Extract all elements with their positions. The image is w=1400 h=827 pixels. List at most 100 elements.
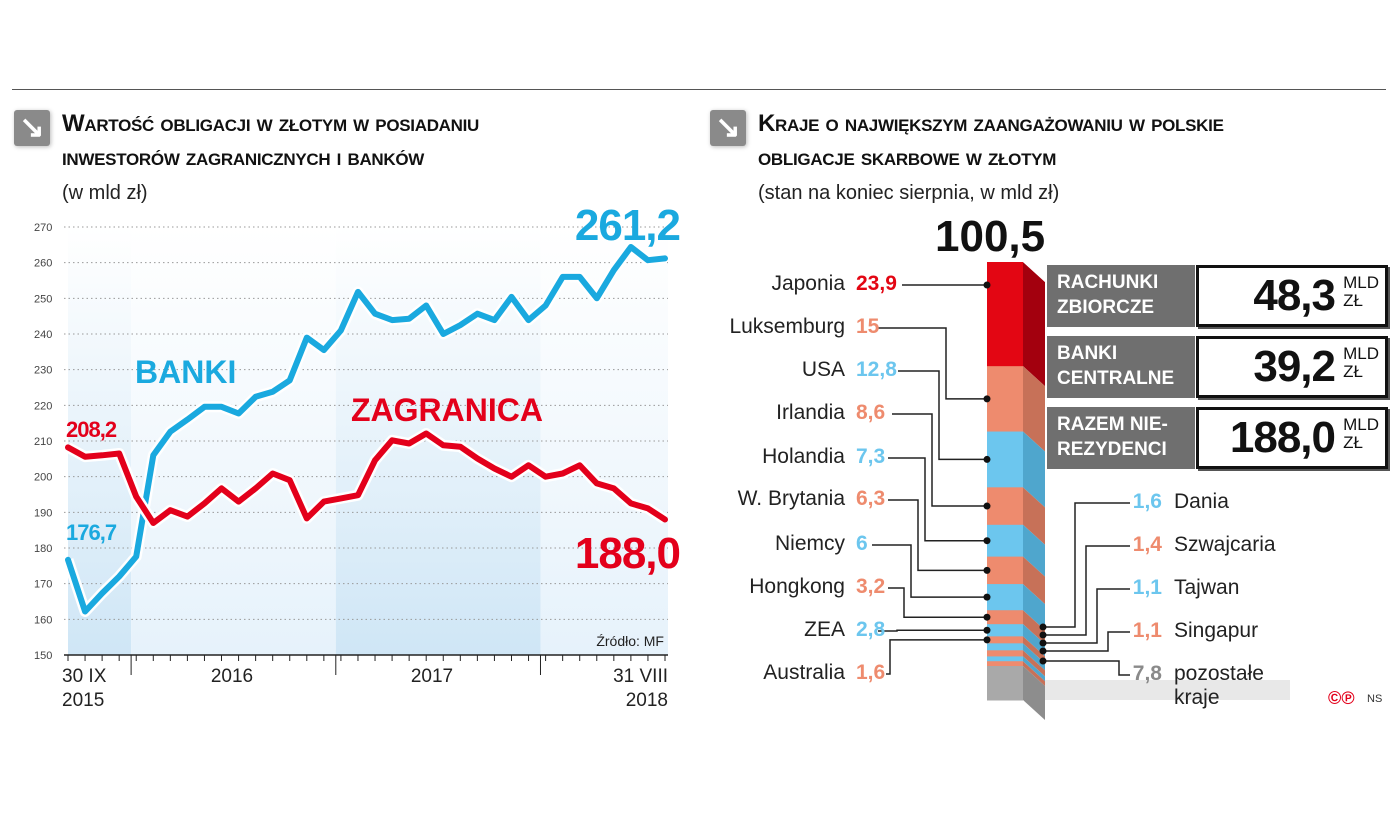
- leader-line: [886, 639, 987, 675]
- box-unit: ZŁ: [1343, 433, 1363, 452]
- x-tick-label: 31 VIII: [613, 666, 668, 687]
- bar-segment-side: [1023, 656, 1045, 682]
- leader-dot: [983, 626, 991, 634]
- box-label: BANKI: [1057, 343, 1118, 364]
- country-value: 6,3: [856, 487, 886, 510]
- bar-segment-side: [1023, 636, 1045, 664]
- country-label: Szwajcaria: [1174, 533, 1276, 556]
- bar-segment: [987, 656, 1023, 662]
- leader-dot: [983, 537, 991, 545]
- right-title-line1: Kraje o największym zaangażowaniu w pols…: [758, 110, 1224, 137]
- bar-segment: [987, 636, 1023, 644]
- arrow-down-right-icon: ↘: [14, 110, 50, 146]
- leader-dot: [983, 636, 991, 644]
- y-tick-label: 250: [34, 293, 52, 305]
- y-tick-label: 180: [34, 543, 52, 555]
- box-label: RAZEM NIE-: [1057, 414, 1168, 435]
- source-note: Źródło: MF: [596, 633, 664, 649]
- bar-segment-side: [1023, 584, 1045, 631]
- leader-line: [1043, 631, 1130, 652]
- country-label: Tajwan: [1174, 576, 1240, 599]
- y-tick-label: 240: [34, 329, 52, 341]
- leader-line: [892, 413, 987, 507]
- country-label: ZEA: [804, 618, 845, 641]
- leader-line: [888, 499, 987, 572]
- country-label: Hongkong: [749, 575, 845, 598]
- country-label: Holandia: [762, 445, 845, 468]
- bar-segment-side: [1023, 524, 1045, 577]
- country-label: Luksemburg: [729, 315, 845, 338]
- bar-segment: [987, 262, 1023, 367]
- country-value: 6: [856, 532, 868, 555]
- bar-segment-side: [1023, 556, 1045, 605]
- leader-dot: [1039, 639, 1047, 647]
- left-subtitle: (w mld zł): [62, 182, 148, 204]
- leader-line: [1043, 545, 1130, 636]
- country-value: 8,6: [856, 401, 886, 424]
- y-tick-label: 150: [34, 650, 52, 662]
- box-value: 39,2: [1253, 342, 1336, 391]
- right-subtitle: (stan na koniec sierpnia, w mld zł): [758, 182, 1060, 204]
- leader-line: [1043, 502, 1130, 628]
- country-label: USA: [801, 358, 845, 381]
- leader-line: [888, 457, 987, 542]
- leader-dot: [1039, 657, 1047, 665]
- bar-segment-side: [1023, 661, 1045, 687]
- country-label: pozostałe kraje: [1174, 662, 1264, 709]
- country-value: 1,6: [1132, 490, 1162, 513]
- x-tick-label: 2015: [62, 690, 104, 711]
- bar-segment: [987, 556, 1023, 585]
- y-tick-label: 270: [34, 222, 52, 234]
- bar-segment: [987, 487, 1023, 526]
- box-unit: ZŁ: [1343, 291, 1363, 310]
- leader-line: [878, 629, 987, 632]
- bar-segment-side: [1023, 643, 1045, 671]
- copyright-logo-icon: ©℗: [1328, 688, 1355, 708]
- arrow-down-right-icon: ↘: [710, 110, 746, 146]
- bar-segment-side: [1023, 624, 1045, 657]
- country-value: 1,6: [856, 661, 886, 684]
- country-value: 7,3: [856, 445, 886, 468]
- box-unit: MLD: [1343, 344, 1379, 363]
- box-label: RACHUNKI: [1057, 272, 1159, 293]
- x-tick-label: 2017: [411, 666, 453, 687]
- bar-segment-side: [1023, 487, 1045, 545]
- right-title-line2: obligacje skarbowe w złotym: [758, 144, 1057, 171]
- country-label: Irlandia: [776, 401, 845, 424]
- series-start-label: 176,7: [66, 520, 117, 545]
- series-name-label: ZAGRANICA: [351, 392, 543, 428]
- leader-dot: [983, 613, 991, 621]
- left-title-line2: inwestorów zagranicznych i banków: [62, 144, 425, 171]
- series-end-label: 261,2: [575, 201, 680, 250]
- leader-dot: [983, 395, 991, 403]
- box-label: ZBIORCZE: [1057, 297, 1155, 318]
- leader-line: [888, 587, 987, 618]
- bar-total: 100,5: [935, 212, 1046, 261]
- bar-segment-side: [1023, 666, 1045, 720]
- series-end-label: 188,0: [575, 529, 680, 578]
- y-tick-label: 160: [34, 614, 52, 626]
- box-label: CENTRALNE: [1057, 368, 1175, 389]
- bar-segment-side: [1023, 610, 1045, 645]
- series-name-label: BANKI: [135, 354, 236, 390]
- author-credit: NS: [1367, 693, 1383, 705]
- country-value: 12,8: [856, 358, 897, 381]
- x-tick-label: 2018: [626, 690, 668, 711]
- bar-segment: [987, 650, 1023, 657]
- country-value: 15: [856, 315, 880, 338]
- country-value: 1,1: [1132, 576, 1162, 599]
- bar-segment: [987, 624, 1023, 637]
- bar-segment: [987, 666, 1023, 701]
- bar-segment: [987, 366, 1023, 433]
- country-value: 3,2: [856, 575, 886, 598]
- leader-dot: [983, 566, 991, 574]
- country-label: Singapur: [1174, 619, 1259, 642]
- box-unit: MLD: [1343, 415, 1379, 434]
- leader-dot: [1039, 623, 1047, 631]
- country-label: W. Brytania: [737, 487, 845, 510]
- country-value: 1,1: [1132, 619, 1162, 642]
- leader-dot: [1039, 631, 1047, 639]
- box-unit: ZŁ: [1343, 362, 1363, 381]
- y-tick-label: 260: [34, 258, 52, 270]
